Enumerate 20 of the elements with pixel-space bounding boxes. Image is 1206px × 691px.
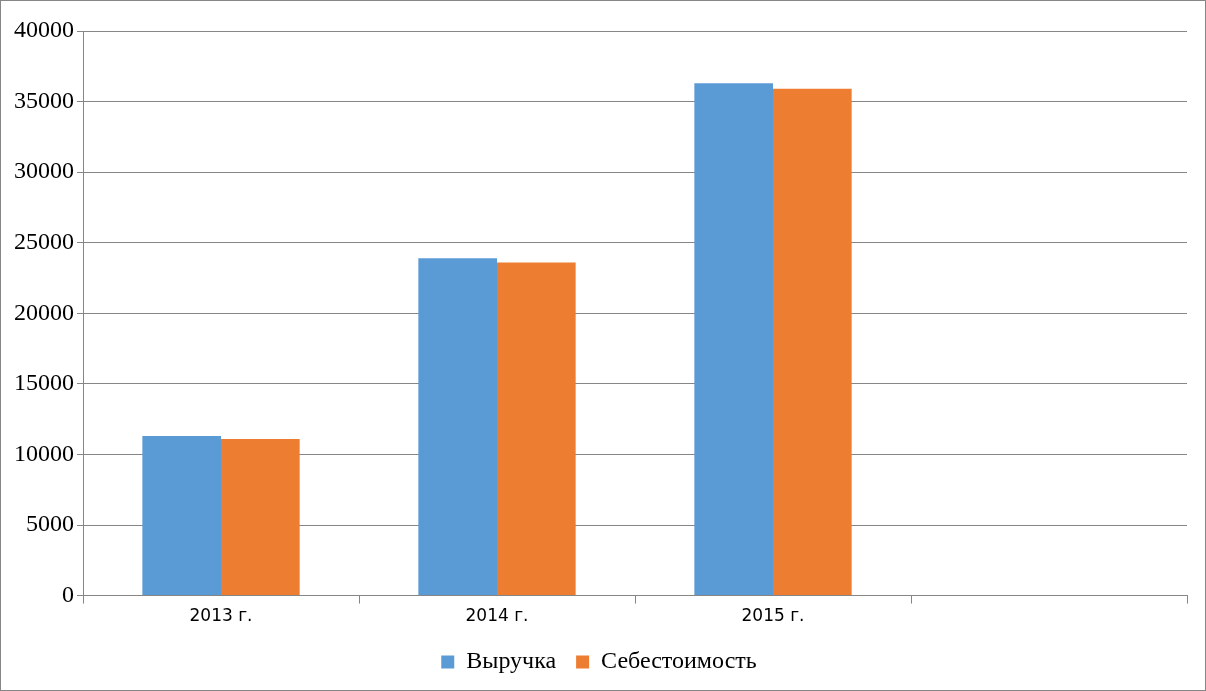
y-tick-label: 20000 xyxy=(14,298,74,325)
legend-label: Себестоимость xyxy=(601,647,757,674)
y-tick-label: 30000 xyxy=(14,157,74,184)
y-tick-label: 25000 xyxy=(14,228,74,255)
y-tick-label: 40000 xyxy=(14,16,74,43)
x-tick-label: 2014 г. xyxy=(465,605,529,626)
x-tick-label: 2013 г. xyxy=(189,605,253,626)
y-tick-label: 10000 xyxy=(14,439,74,466)
y-tick-label: 35000 xyxy=(14,86,74,113)
bar xyxy=(418,258,497,596)
bar xyxy=(142,436,221,596)
bar xyxy=(221,438,300,596)
bar xyxy=(694,83,773,596)
y-tick-label: 5000 xyxy=(26,510,74,537)
x-tick-label: 2015 г. xyxy=(741,605,805,626)
y-tick-label: 0 xyxy=(62,580,74,607)
y-tick-label: 15000 xyxy=(14,369,74,396)
bar xyxy=(773,88,852,596)
legend-label: Выручка xyxy=(466,647,557,674)
bar xyxy=(497,262,576,596)
